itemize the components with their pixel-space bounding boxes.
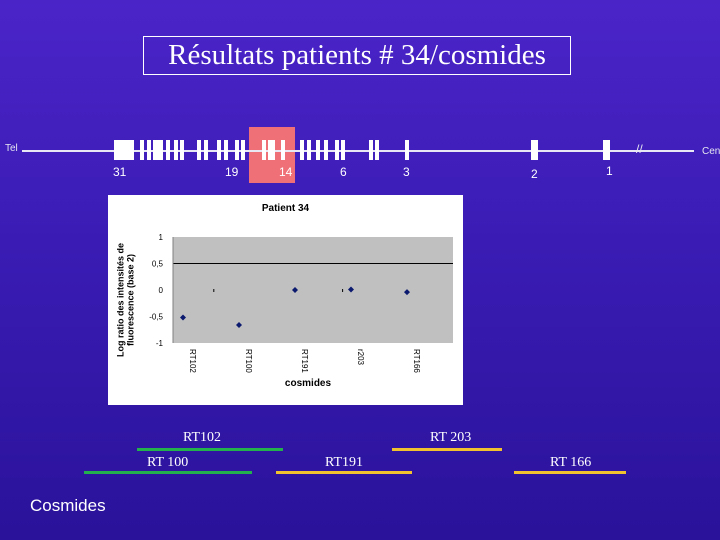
cosmid-tick: [235, 140, 239, 160]
cosmid-tick: [335, 140, 339, 160]
map-number: 1: [606, 164, 613, 178]
label-rt102: RT102: [183, 430, 222, 445]
cosmid-block: [114, 140, 134, 160]
slide-title: Résultats patients # 34/cosmides: [143, 36, 571, 75]
cosmid-tick: [300, 140, 304, 160]
y-tick-label: 1: [159, 233, 164, 242]
y-tick-label: -1: [156, 339, 164, 348]
cosmid-block: [268, 140, 275, 160]
bar-rt166: [514, 471, 626, 474]
y-tick-label: 0,5: [152, 260, 164, 269]
x-axis-label: cosmides: [284, 378, 332, 389]
y-tick-label: -0,5: [149, 313, 163, 322]
chart-plot: 1 0,5 0 -0,5 -1 RT102 RT100 RT191 r203 RT166: [149, 233, 453, 373]
cosmid-tick: [375, 140, 379, 160]
data-point: [404, 289, 410, 296]
bar-rt203: [392, 448, 502, 451]
cosmid-tick: [341, 140, 345, 160]
cosmid-tick: [241, 140, 245, 160]
cosmid-tick: [166, 140, 170, 160]
cosmid-tick: [316, 140, 320, 160]
data-point: [292, 287, 298, 293]
map-number: 6: [340, 165, 347, 179]
map-number: 2: [531, 167, 538, 181]
map-number: 19: [225, 165, 239, 179]
map-number: 31: [113, 165, 127, 179]
cosmid-block: [153, 140, 163, 160]
cosmid-block: [603, 140, 610, 160]
cosmid-tick: [224, 140, 228, 160]
x-tick-label: r203: [356, 349, 365, 366]
data-point: [236, 321, 242, 328]
map-number: 14: [279, 165, 293, 179]
label-rt166: RT 166: [550, 455, 592, 470]
cosmid-tick: [324, 140, 328, 160]
data-point: [348, 286, 354, 293]
cosmid-tick: [307, 140, 311, 160]
bar-rt100: [84, 471, 252, 474]
cosmid-block: [531, 140, 538, 160]
x-tick-label: RT102: [188, 349, 197, 373]
cosmid-tick: [147, 140, 151, 160]
bar-rt102: [137, 448, 283, 451]
data-point: [180, 314, 186, 321]
chart-title: Patient 34: [261, 203, 310, 214]
label-rt203: RT 203: [430, 430, 472, 445]
x-tick-label: RT166: [412, 349, 421, 373]
cosmid-tick: [174, 140, 178, 160]
cosmid-tick: [140, 140, 144, 160]
map-break-mark: //: [636, 142, 643, 156]
map-right-label: Cen: [702, 146, 720, 157]
cosmid-tick: [281, 140, 285, 160]
cosmid-tick: [217, 140, 221, 160]
cosmid-tick: [204, 140, 208, 160]
cosmides-label: Cosmides: [30, 496, 106, 515]
cosmid-tick: [369, 140, 373, 160]
chromosome-line: [22, 150, 694, 152]
bar-rt191: [276, 471, 412, 474]
x-tick-label: RT191: [300, 349, 309, 373]
label-rt191: RT191: [325, 455, 364, 470]
plot-area: [173, 237, 453, 343]
chart-panel: Patient 34 Log ratio des intensités de f…: [108, 195, 463, 405]
cosmid-tick: [405, 140, 409, 160]
x-tick-label: RT100: [244, 349, 253, 373]
y-tick-label: 0: [159, 286, 164, 295]
map-left-label: Tel: [5, 143, 18, 154]
label-rt100: RT 100: [147, 455, 189, 470]
cosmid-tick: [197, 140, 201, 160]
cosmid-tick: [262, 140, 266, 160]
map-number: 3: [403, 165, 410, 179]
cosmid-tick: [180, 140, 184, 160]
